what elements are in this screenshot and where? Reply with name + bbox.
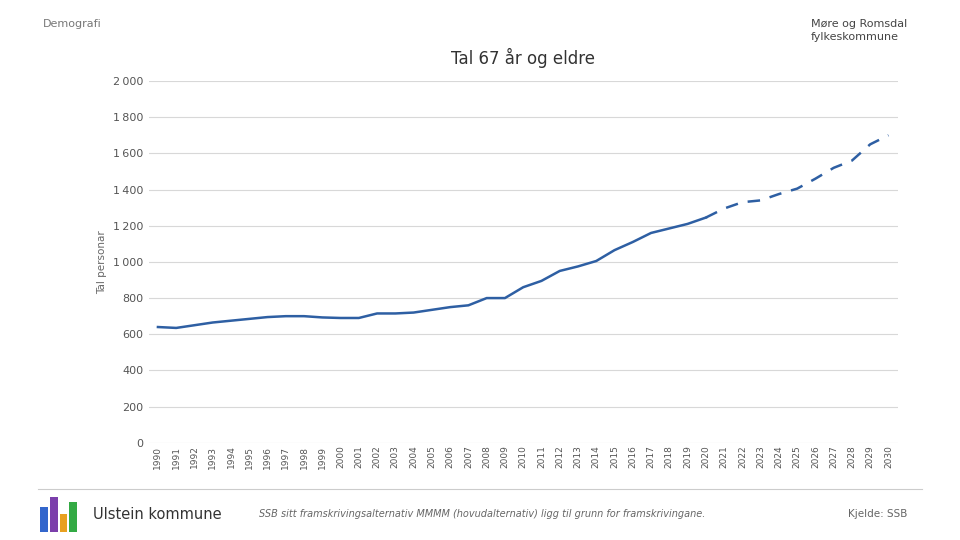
Y-axis label: Tal personar: Tal personar bbox=[97, 230, 108, 294]
Text: Ulstein kommune: Ulstein kommune bbox=[93, 507, 222, 522]
Text: Møre og Romsdal
fylkeskommune: Møre og Romsdal fylkeskommune bbox=[811, 19, 907, 42]
Text: SSB sitt framskrivingsalternativ MMMM (hovudalternativ) ligg til grunn for frams: SSB sitt framskrivingsalternativ MMMM (h… bbox=[259, 509, 706, 519]
Title: Tal 67 år og eldre: Tal 67 år og eldre bbox=[451, 48, 595, 69]
Text: Kjelde: SSB: Kjelde: SSB bbox=[848, 509, 907, 519]
Text: Demografi: Demografi bbox=[43, 19, 102, 29]
